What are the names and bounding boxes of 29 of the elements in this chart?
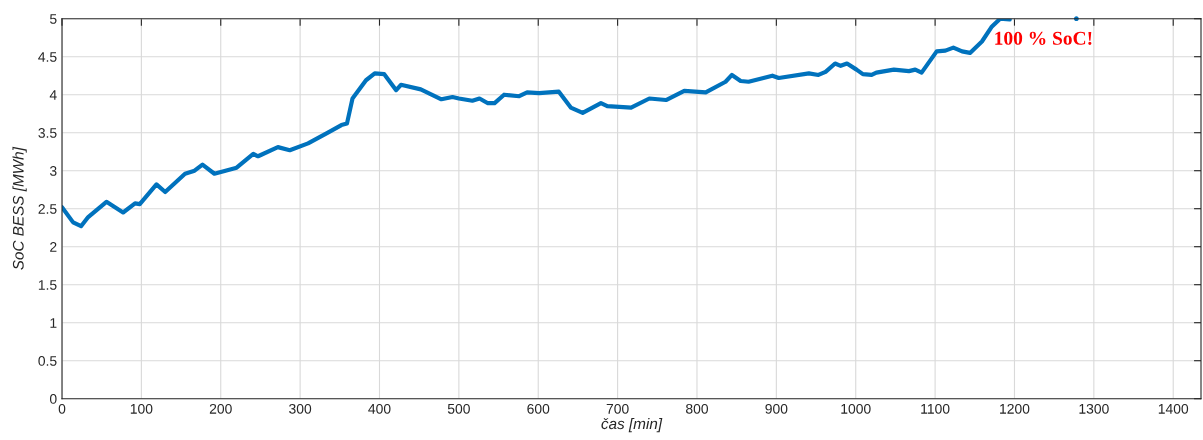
x-tick-label: 100	[130, 403, 153, 414]
y-axis-title: SoC BESS [MWh]	[12, 146, 27, 270]
x-tick-label: 700	[606, 403, 629, 414]
x-tick-label: 800	[686, 403, 709, 414]
x-tick-label: 400	[368, 403, 391, 414]
x-tick-label: 200	[209, 403, 232, 414]
x-axis-title: čas [min]	[601, 417, 663, 433]
y-tick-label: 5	[49, 14, 57, 24]
y-tick-label: 1	[50, 318, 57, 328]
annotation: 100 % SoC!	[995, 31, 1092, 45]
x-tick-label: 600	[527, 403, 550, 414]
y-tick-label: 4.5	[38, 52, 57, 62]
x-tick-label: 1300	[1079, 403, 1109, 414]
y-tick-label: 0.5	[38, 356, 57, 366]
x-tick-label: 1000	[841, 403, 871, 414]
y-tick-label: 2	[50, 242, 57, 252]
y-tick-label: 2.5	[38, 204, 57, 214]
y-tick-label: 0	[49, 394, 57, 404]
y-tick-label: 4	[49, 90, 57, 100]
x-tick-label: 1400	[1158, 403, 1189, 414]
x-tick-label: 1100	[921, 403, 950, 414]
y-tick-label: 3.5	[38, 128, 57, 138]
x-tick-label: 0	[58, 403, 66, 414]
x-tick-label: 300	[289, 403, 312, 414]
x-tick-label: 1200	[1000, 403, 1030, 414]
x-tick-label: 900	[765, 403, 788, 414]
x-tick-label: 500	[447, 403, 470, 414]
y-tick-label: 3	[49, 166, 57, 176]
y-tick-label: 1.5	[38, 280, 57, 290]
